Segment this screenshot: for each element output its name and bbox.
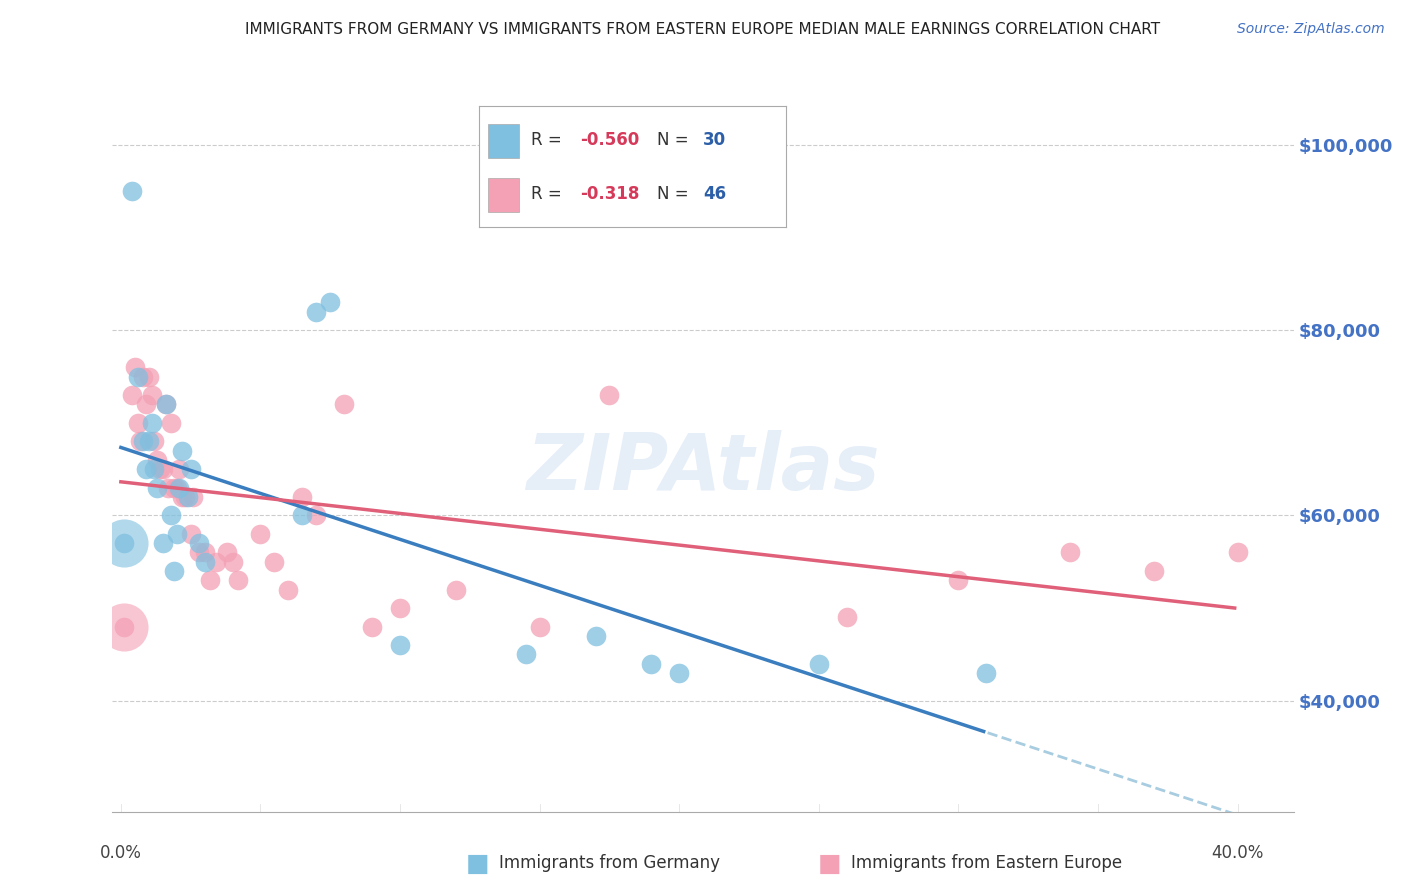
- Point: [226, 574, 249, 588]
- Point: [172, 443, 194, 458]
- Point: [188, 536, 211, 550]
- Text: ■: ■: [818, 852, 841, 875]
- Point: [444, 582, 467, 597]
- Point: [194, 545, 217, 559]
- Y-axis label: Median Male Earnings: Median Male Earnings: [0, 355, 8, 537]
- Point: [124, 360, 146, 375]
- Point: [146, 481, 169, 495]
- Point: [835, 610, 858, 624]
- Point: [141, 416, 163, 430]
- Point: [132, 369, 155, 384]
- Point: [121, 388, 143, 402]
- Point: [138, 434, 160, 449]
- Point: [180, 462, 202, 476]
- Text: ZIPAtlas: ZIPAtlas: [526, 430, 880, 506]
- Point: [152, 462, 174, 476]
- Point: [200, 574, 222, 588]
- Point: [135, 397, 157, 411]
- Point: [1143, 564, 1166, 578]
- Point: [529, 619, 551, 633]
- Point: [149, 462, 172, 476]
- Point: [155, 397, 177, 411]
- Point: [132, 434, 155, 449]
- Point: [121, 185, 143, 199]
- Point: [141, 388, 163, 402]
- Point: [361, 619, 384, 633]
- Text: ■: ■: [467, 852, 489, 875]
- Point: [127, 369, 149, 384]
- Point: [221, 555, 243, 569]
- Point: [585, 629, 607, 643]
- Text: 0.0%: 0.0%: [100, 844, 142, 863]
- Point: [112, 619, 135, 633]
- Point: [157, 481, 180, 495]
- Point: [204, 555, 226, 569]
- Point: [807, 657, 830, 671]
- Point: [169, 462, 191, 476]
- Point: [1226, 545, 1249, 559]
- Point: [177, 490, 200, 504]
- Point: [263, 555, 285, 569]
- Point: [305, 508, 328, 523]
- Point: [143, 462, 166, 476]
- Point: [249, 527, 271, 541]
- Text: IMMIGRANTS FROM GERMANY VS IMMIGRANTS FROM EASTERN EUROPE MEDIAN MALE EARNINGS C: IMMIGRANTS FROM GERMANY VS IMMIGRANTS FR…: [246, 22, 1160, 37]
- Point: [155, 397, 177, 411]
- Point: [160, 416, 183, 430]
- Point: [291, 490, 314, 504]
- Point: [138, 369, 160, 384]
- Point: [291, 508, 314, 523]
- Point: [166, 527, 188, 541]
- Point: [152, 536, 174, 550]
- Point: [163, 564, 186, 578]
- Point: [515, 648, 537, 662]
- Point: [215, 545, 238, 559]
- Point: [598, 388, 620, 402]
- Point: [640, 657, 662, 671]
- Point: [172, 490, 194, 504]
- Point: [129, 434, 152, 449]
- Point: [305, 304, 328, 318]
- Point: [188, 545, 211, 559]
- Point: [333, 397, 356, 411]
- Point: [277, 582, 299, 597]
- Point: [146, 453, 169, 467]
- Text: Immigrants from Eastern Europe: Immigrants from Eastern Europe: [851, 855, 1122, 872]
- Point: [389, 601, 412, 615]
- Point: [112, 536, 135, 550]
- Point: [160, 508, 183, 523]
- Point: [112, 536, 135, 550]
- Point: [112, 619, 135, 633]
- Point: [169, 481, 191, 495]
- Point: [166, 481, 188, 495]
- Point: [668, 665, 690, 680]
- Point: [976, 665, 998, 680]
- Text: 40.0%: 40.0%: [1212, 844, 1264, 863]
- Point: [127, 416, 149, 430]
- Point: [135, 462, 157, 476]
- Point: [180, 527, 202, 541]
- Point: [319, 295, 342, 310]
- Point: [183, 490, 205, 504]
- Point: [194, 555, 217, 569]
- Point: [1059, 545, 1081, 559]
- Point: [163, 481, 186, 495]
- Point: [174, 490, 197, 504]
- Text: Immigrants from Germany: Immigrants from Germany: [499, 855, 720, 872]
- Text: Source: ZipAtlas.com: Source: ZipAtlas.com: [1237, 22, 1385, 37]
- Point: [948, 574, 970, 588]
- Point: [143, 434, 166, 449]
- Point: [389, 638, 412, 652]
